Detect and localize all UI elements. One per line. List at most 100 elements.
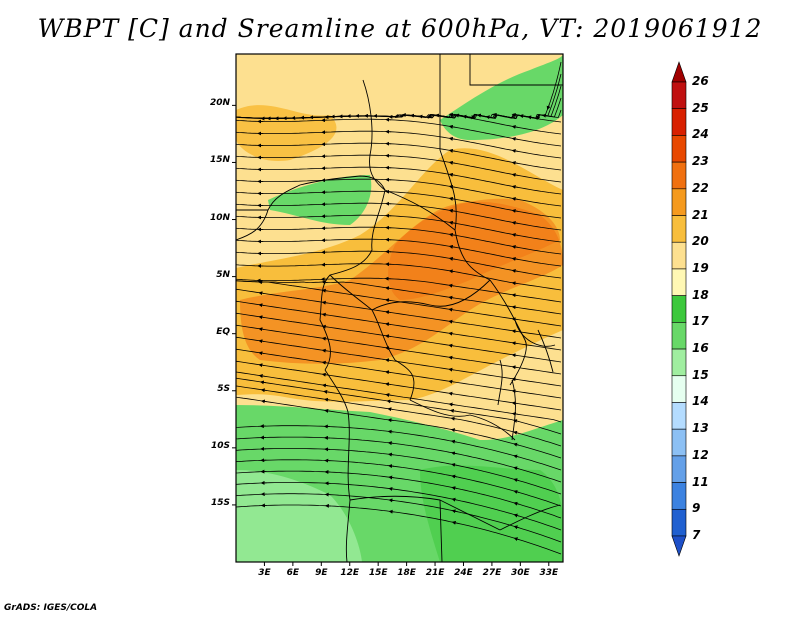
colorbar-label: 18: [692, 287, 709, 302]
streamline: [236, 493, 562, 543]
streamline-arrow: [324, 408, 331, 413]
streamline-arrow: [451, 497, 458, 502]
lat-label: 10S: [210, 440, 230, 451]
streamline: [236, 190, 562, 219]
streamline-arrow: [511, 148, 518, 153]
streamline-arrow: [321, 383, 328, 388]
streamline-arrow: [511, 256, 518, 261]
streamline-arrow: [321, 324, 328, 329]
streamline-arrow: [448, 256, 455, 261]
colorbar-label: 26: [692, 74, 709, 88]
colorbar-label: 25: [692, 100, 709, 115]
colorbar-bottom-triangle: [671, 535, 687, 557]
streamline-arrow: [511, 136, 518, 141]
streamline-arrow: [511, 268, 518, 273]
colorbar-label: 16: [692, 341, 709, 356]
streamline-arrow: [448, 208, 455, 213]
streamline-arrow: [258, 363, 265, 368]
streamline-arrow: [448, 244, 455, 249]
lat-label: 5S: [217, 383, 230, 394]
colorbar-segment: [671, 428, 687, 457]
lon-label: 12E: [340, 568, 360, 578]
colorbar-label: 17: [692, 314, 709, 329]
colorbar-label: 7: [692, 528, 701, 542]
colorbar-label: 24: [692, 127, 709, 142]
colorbar-segment: [671, 295, 687, 323]
streamline-arrow: [388, 475, 395, 480]
colorbar-segment: [671, 322, 687, 350]
streamline-arrow: [513, 419, 519, 423]
streamline: [236, 482, 562, 531]
colorbar-segment: [671, 108, 687, 136]
colorbar-segment: [671, 508, 687, 537]
streamline-arrow: [384, 322, 391, 327]
streamline-arrow: [448, 112, 455, 117]
streamline: [236, 214, 562, 243]
streamline: [236, 312, 562, 363]
streamline-arrow: [448, 184, 455, 189]
colorbar-segment: [671, 241, 687, 270]
streamline: [236, 348, 562, 399]
footer-credit: GrADS: IGES/COLA: [4, 603, 98, 613]
colorbar-segment: [671, 135, 687, 163]
colorbar-label: 12: [692, 447, 709, 462]
lat-label: EQ: [216, 326, 230, 337]
lat-label: 15S: [210, 497, 230, 508]
streamline: [236, 504, 562, 555]
colorbar-label: 9: [692, 501, 701, 516]
streamline-arrow: [386, 399, 393, 404]
streamline-arrow: [258, 374, 265, 378]
streamline-arrow: [513, 537, 520, 542]
streamline-arrow: [448, 391, 455, 396]
colorbar-segment: [671, 81, 687, 110]
streamline-arrow: [451, 462, 458, 467]
streamline-arrow: [448, 196, 455, 201]
streamline: [236, 166, 562, 195]
streamline-arrow: [388, 509, 395, 514]
streamline-arrow: [513, 442, 520, 447]
streamline-arrow: [448, 232, 455, 237]
streamline-arrow: [511, 341, 518, 346]
streamline-arrow: [451, 486, 458, 491]
streamline-arrow: [448, 355, 455, 360]
streamline-arrow: [448, 283, 455, 288]
streamline-arrow: [511, 293, 518, 298]
streamline-arrow: [384, 298, 391, 303]
streamline: [236, 238, 562, 267]
streamline-arrow: [321, 288, 328, 293]
coastline: [497, 329, 554, 441]
lat-label: 10N: [209, 212, 230, 223]
streamline-arrow: [448, 343, 455, 348]
streamline-arrow: [511, 220, 518, 225]
streamline-arrow: [511, 353, 518, 358]
streamline-arrow: [511, 305, 518, 310]
streamline: [236, 300, 562, 351]
colorbar-label: 11: [692, 474, 709, 489]
streamline-arrow: [451, 474, 458, 479]
streamline-arrow: [258, 315, 265, 320]
lon-label: 18E: [397, 568, 416, 578]
streamline-arrow: [258, 351, 265, 356]
colorbar-label: 23: [692, 154, 709, 169]
streamline-arrow: [321, 312, 328, 317]
streamline: [236, 385, 562, 447]
streamline-arrow: [388, 486, 395, 491]
lon-label: 21E: [425, 568, 445, 578]
streamline-arrow: [448, 367, 455, 372]
streamline-arrow: [451, 509, 458, 514]
streamline: [236, 425, 562, 471]
streamline-arrow: [448, 379, 455, 384]
streamline: [236, 154, 562, 183]
colorbar-label: 21: [692, 207, 709, 222]
colorbar-label: 14: [692, 394, 709, 409]
streamline-arrow: [259, 380, 266, 385]
streamline-arrow: [513, 478, 520, 483]
streamline-arrow: [513, 466, 520, 471]
streamline: [236, 280, 562, 327]
streamline-arrow: [321, 300, 328, 305]
streamline-arrow: [450, 416, 457, 421]
streamline-arrow: [513, 501, 520, 506]
colorbar-label: 22: [692, 180, 709, 195]
streamline: [236, 396, 562, 459]
